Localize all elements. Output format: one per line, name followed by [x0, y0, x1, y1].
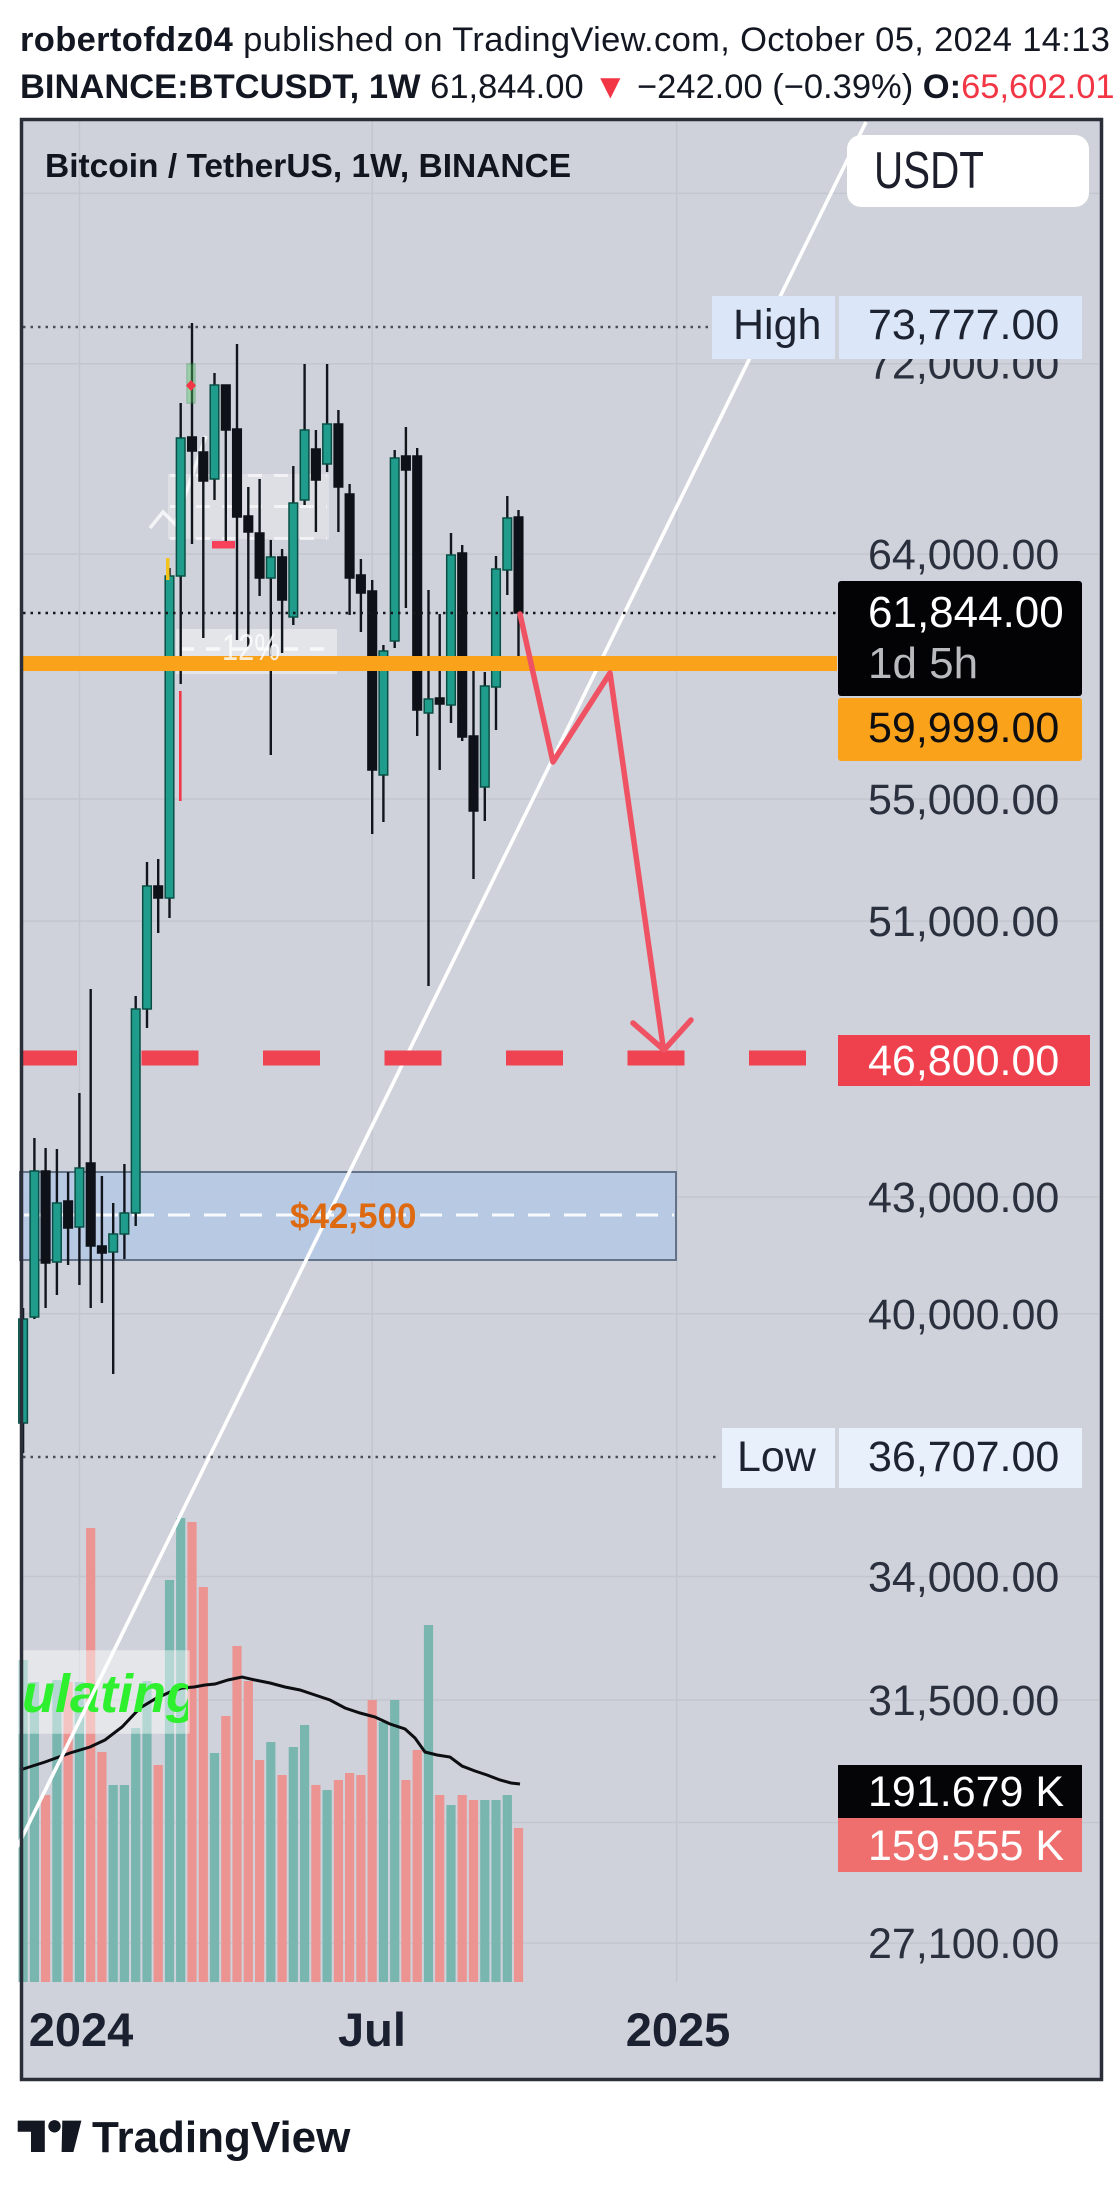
svg-text:2025: 2025 [626, 2003, 731, 2056]
svg-text:12%: 12% [222, 627, 280, 668]
svg-text:191.679 K: 191.679 K [868, 1768, 1064, 1816]
svg-text:36,707.00: 36,707.00 [868, 1433, 1059, 1481]
svg-text:40,000.00: 40,000.00 [868, 1291, 1059, 1339]
svg-text:USDT: USDT [874, 142, 984, 200]
svg-text:2024: 2024 [29, 2003, 134, 2056]
svg-text:31,500.00: 31,500.00 [868, 1677, 1059, 1725]
svg-text:robertofdz04 published on Trad: robertofdz04 published on TradingView.co… [20, 21, 1110, 59]
svg-text:TradingView: TradingView [92, 2113, 351, 2162]
svg-text:High: High [733, 301, 821, 349]
svg-text:59,999.00: 59,999.00 [868, 704, 1059, 752]
svg-text:43,000.00: 43,000.00 [868, 1174, 1059, 1222]
svg-text:27,100.00: 27,100.00 [868, 1920, 1059, 1968]
svg-text:159.555 K: 159.555 K [868, 1822, 1064, 1870]
svg-text:BINANCE:BTCUSDT, 1W 61,844.00: BINANCE:BTCUSDT, 1W 61,844.00 ▼ −242.00 … [20, 68, 1115, 106]
svg-text:$42,500: $42,500 [290, 1197, 417, 1236]
svg-text:Bitcoin / TetherUS, 1W, BINANC: Bitcoin / TetherUS, 1W, BINANCE [45, 148, 571, 185]
svg-text:34,000.00: 34,000.00 [868, 1554, 1059, 1602]
svg-text:51,000.00: 51,000.00 [868, 898, 1059, 946]
svg-text:Low: Low [737, 1433, 817, 1481]
svg-text:61,844.00: 61,844.00 [868, 588, 1064, 637]
svg-text:64,000.00: 64,000.00 [868, 531, 1059, 579]
svg-text:46,800.00: 46,800.00 [868, 1037, 1059, 1085]
svg-text:73,777.00: 73,777.00 [868, 301, 1059, 349]
svg-text:1d 5h: 1d 5h [868, 639, 978, 688]
svg-text:ulating: ulating [22, 1664, 199, 1724]
svg-text:Jul: Jul [338, 2003, 406, 2056]
svg-text:55,000.00: 55,000.00 [868, 776, 1059, 824]
